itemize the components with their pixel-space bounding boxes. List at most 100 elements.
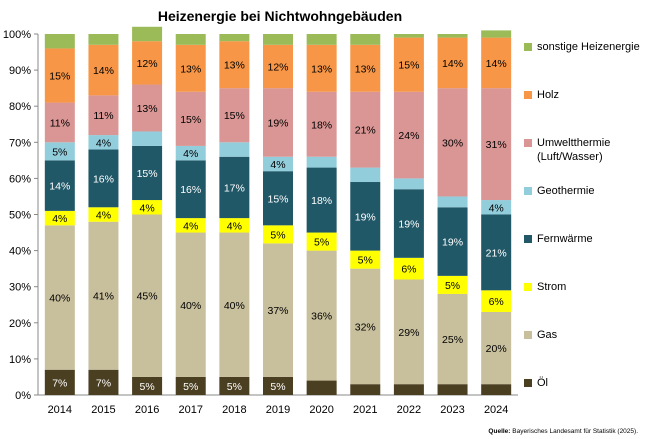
y-tick-label: 10%	[9, 354, 31, 366]
legend-swatch	[524, 283, 532, 291]
legend-swatch	[524, 331, 532, 339]
data-label: 15%	[224, 110, 245, 122]
bar-segment-2017	[175, 44, 206, 92]
data-label: 4%	[139, 202, 154, 214]
legend-item: Gas	[524, 328, 557, 342]
legend-item: Holz	[524, 88, 559, 102]
data-label: 41%	[93, 291, 114, 303]
data-label: 19%	[267, 117, 288, 129]
data-label: 5%	[183, 381, 198, 393]
bar-segment-2023	[437, 34, 468, 38]
bar-segment-2014	[44, 210, 75, 226]
data-label: 14%	[49, 181, 70, 193]
data-label: 7%	[96, 377, 111, 389]
data-label: 4%	[270, 159, 285, 171]
data-label: 24%	[398, 130, 419, 142]
x-tick-label: 2015	[91, 404, 115, 416]
data-label: 5%	[314, 237, 329, 249]
data-label: 5%	[358, 255, 373, 267]
source-text: Bayerisches Landesamt für Statistik (202…	[510, 428, 638, 435]
y-tick-label: 0%	[15, 390, 31, 402]
bar-segment-2021	[350, 91, 381, 168]
data-label: 18%	[311, 195, 332, 207]
data-label: 29%	[398, 327, 419, 339]
bar-segment-2019	[263, 376, 293, 395]
y-tick-label: 20%	[9, 318, 31, 330]
legend-item: Fernwärme	[524, 232, 593, 246]
bar-segment-2014	[44, 48, 75, 103]
data-label: 12%	[137, 58, 158, 70]
bar-segment-2014	[44, 369, 75, 395]
bar-segment-2024	[481, 214, 512, 291]
data-label: 4%	[183, 220, 198, 232]
data-label: 20%	[486, 343, 507, 355]
data-label: 25%	[442, 334, 463, 346]
data-label: 13%	[311, 63, 332, 75]
data-label: 13%	[137, 103, 158, 115]
bar-segment-2017	[175, 34, 206, 45]
data-label: 15%	[398, 60, 419, 72]
data-label: 11%	[93, 110, 113, 122]
chart-title: Heizenergie bei Nichtwohngebäuden	[157, 8, 403, 24]
bar-segment-2022	[393, 91, 424, 179]
bar-segment-2020	[306, 380, 337, 395]
bar-segment-2023	[437, 293, 468, 385]
legend-swatch	[524, 235, 532, 243]
legend-label: Strom	[537, 281, 567, 293]
data-label: 4%	[227, 220, 242, 232]
bar-segment-2017	[175, 160, 206, 219]
bar-segment-2023	[437, 384, 468, 395]
bar-segment-2015	[88, 135, 119, 150]
data-label: 19%	[442, 237, 463, 249]
bar-segment-2022	[393, 189, 424, 258]
bar-segment-2015	[88, 34, 119, 45]
legend-item: Umweltthermie (Luft/Wasser)	[524, 136, 610, 164]
data-label: 5%	[52, 146, 67, 158]
bar-segment-2014	[44, 160, 75, 211]
y-tick-label: 80%	[9, 101, 31, 113]
data-label: 36%	[311, 311, 332, 323]
legend-swatch	[524, 91, 532, 99]
data-label: 5%	[445, 280, 460, 292]
bar-segment-2015	[88, 369, 119, 395]
data-label: 37%	[267, 305, 288, 317]
bar-segment-2018	[219, 156, 250, 219]
legend-item: Strom	[524, 280, 566, 294]
bar-segment-2017	[175, 91, 206, 146]
data-label: 14%	[486, 58, 507, 70]
bar-segment-2022	[393, 37, 424, 92]
y-tick-label: 100%	[3, 29, 31, 41]
data-label: 40%	[49, 293, 70, 305]
x-tick-label: 2014	[48, 404, 72, 416]
bar-segment-2024	[481, 311, 512, 385]
bar-segment-2019	[263, 243, 293, 377]
bar-segment-2020	[306, 91, 337, 157]
bar-segment-2021	[350, 44, 381, 92]
bar-segment-2023	[437, 207, 468, 276]
x-tick-label: 2022	[397, 404, 421, 416]
legend-label: Holz	[537, 89, 560, 101]
bar-segment-2021	[350, 182, 381, 251]
y-tick-label: 30%	[9, 282, 31, 294]
bar-segment-2018	[219, 34, 250, 42]
legend-item: Öl	[524, 376, 548, 390]
data-label: 21%	[355, 125, 376, 137]
bar-segment-2019	[263, 88, 293, 157]
data-label: 5%	[270, 229, 285, 241]
legend-swatch	[524, 139, 532, 147]
data-label: 31%	[486, 139, 507, 151]
data-label: 21%	[486, 247, 507, 259]
data-label: 6%	[401, 264, 416, 276]
data-label: 4%	[183, 148, 198, 160]
data-label: 16%	[180, 184, 201, 196]
bar-segment-2015	[88, 221, 119, 370]
data-label: 5%	[139, 381, 154, 393]
data-label: 4%	[489, 202, 504, 214]
data-label: 40%	[224, 300, 245, 312]
bar-segment-2022	[393, 384, 424, 395]
y-tick-label: 70%	[9, 137, 31, 149]
bar-segment-2018	[219, 41, 250, 89]
bar-segment-2017	[175, 145, 206, 161]
bar-segment-2016	[132, 84, 163, 132]
bar-segment-2023	[437, 88, 468, 197]
